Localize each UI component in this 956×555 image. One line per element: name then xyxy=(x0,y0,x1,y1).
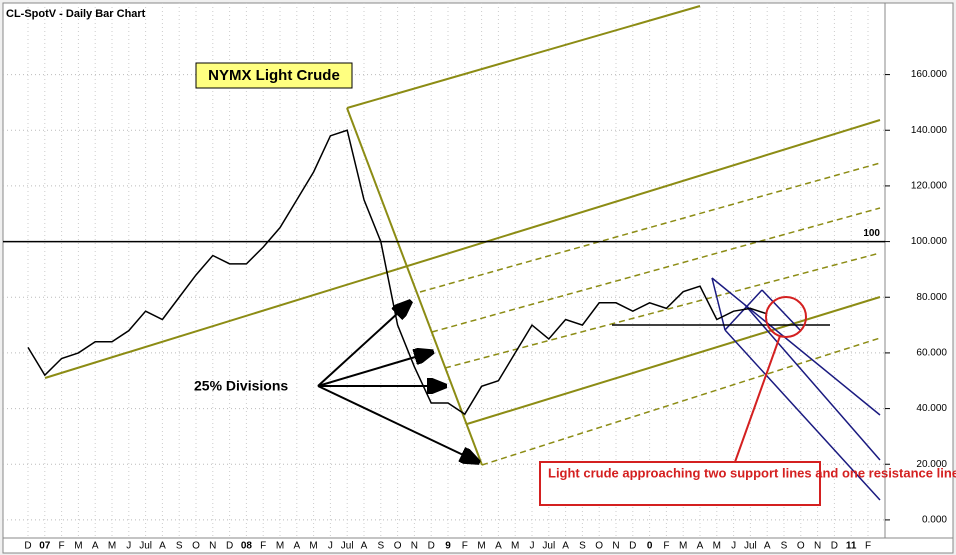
x-tick-label: O xyxy=(192,541,200,552)
box-title: NYMX Light Crude xyxy=(208,67,340,84)
fork-line xyxy=(711,277,726,331)
x-tick-label: A xyxy=(361,541,368,552)
x-tick-label: 9 xyxy=(445,541,451,552)
chart-title: CL-SpotV - Daily Bar Chart xyxy=(6,8,146,20)
y-tick-label: 20.000 xyxy=(916,459,947,470)
x-tick-label: O xyxy=(394,541,402,552)
y-tick-label: 40.000 xyxy=(916,403,947,414)
divisions-label: 25% Divisions xyxy=(194,378,288,394)
x-tick-label: D xyxy=(24,541,31,552)
fork-line xyxy=(761,289,801,331)
pitchfork-blue xyxy=(711,277,881,501)
fork-line xyxy=(346,5,701,109)
fork-line xyxy=(44,119,881,379)
x-tick-label: A xyxy=(562,541,569,552)
x-tick-label: M xyxy=(74,541,82,552)
x-tick-label: A xyxy=(697,541,704,552)
highlight-circle xyxy=(765,296,807,338)
x-tick-label: N xyxy=(209,541,216,552)
x-tick-label: J xyxy=(731,541,736,552)
x-tick-label: M xyxy=(477,541,485,552)
x-tick-label: 11 xyxy=(846,541,857,552)
y-axis-panel xyxy=(884,2,954,539)
x-tick-label: O xyxy=(595,541,603,552)
y-tick-label: 80.000 xyxy=(916,292,947,303)
x-tick-label: A xyxy=(159,541,166,552)
title-box xyxy=(195,62,353,89)
x-tick-label: F xyxy=(260,541,266,552)
x-tick-label: F xyxy=(59,541,65,552)
y-tick-label: 160.000 xyxy=(911,69,948,80)
x-tick-label: 07 xyxy=(39,541,51,552)
x-tick-label: M xyxy=(108,541,116,552)
x-tick-label: S xyxy=(781,541,788,552)
x-tick-label: M xyxy=(713,541,721,552)
x-tick-label: A xyxy=(764,541,771,552)
fork-handle xyxy=(346,107,483,466)
x-tick-label: J xyxy=(328,541,333,552)
callout-line xyxy=(734,335,781,463)
x-tick-label: S xyxy=(377,541,384,552)
fork-line xyxy=(744,304,881,461)
fork-line xyxy=(431,207,881,333)
x-axis-panel xyxy=(2,537,954,554)
x-tick-label: Jul xyxy=(744,541,757,552)
y-tick-label: 0.000 xyxy=(922,515,947,526)
y-tick-label: 120.000 xyxy=(911,181,948,192)
reference-label: 100 xyxy=(863,228,880,239)
arrows xyxy=(317,302,478,462)
x-tick-label: O xyxy=(797,541,805,552)
x-tick-label: D xyxy=(226,541,233,552)
fork-line xyxy=(711,277,881,416)
arrow xyxy=(317,385,478,462)
marks xyxy=(3,129,885,416)
y-tick-label: 60.000 xyxy=(916,348,947,359)
fork-line xyxy=(724,329,881,501)
x-tick-label: Jul xyxy=(139,541,152,552)
y-tick-label: 100.000 xyxy=(911,236,948,247)
x-tick-label: N xyxy=(612,541,619,552)
x-tick-label: N xyxy=(814,541,821,552)
y-tick-label: 140.000 xyxy=(911,125,948,136)
x-tick-label: S xyxy=(579,541,586,552)
x-tick-label: M xyxy=(511,541,519,552)
x-tick-label: A xyxy=(293,541,300,552)
arrow xyxy=(317,302,410,387)
x-tick-label: Jul xyxy=(542,541,555,552)
callout-box xyxy=(539,461,821,506)
x-tick-label: F xyxy=(865,541,871,552)
x-tick-label: Jul xyxy=(341,541,354,552)
callout-text: Light crude approaching two support line… xyxy=(548,465,956,480)
x-tick-label: A xyxy=(92,541,99,552)
arrow xyxy=(317,352,432,387)
x-tick-label: F xyxy=(663,541,669,552)
fork-line xyxy=(466,296,881,425)
x-tick-label: M xyxy=(309,541,317,552)
x-tick-label: D xyxy=(831,541,838,552)
x-tick-label: D xyxy=(629,541,636,552)
x-tick-label: M xyxy=(679,541,687,552)
x-tick-label: M xyxy=(276,541,284,552)
x-tick-label: 0 xyxy=(647,541,653,552)
x-tick-label: S xyxy=(176,541,183,552)
x-tick-label: F xyxy=(462,541,468,552)
price-line xyxy=(27,129,768,416)
x-tick-label: D xyxy=(428,541,435,552)
x-tick-label: 08 xyxy=(241,541,253,552)
x-tick-label: J xyxy=(126,541,131,552)
x-tick-label: A xyxy=(495,541,502,552)
plot-area xyxy=(2,2,886,539)
x-tick-label: N xyxy=(411,541,418,552)
x-tick-label: J xyxy=(530,541,535,552)
